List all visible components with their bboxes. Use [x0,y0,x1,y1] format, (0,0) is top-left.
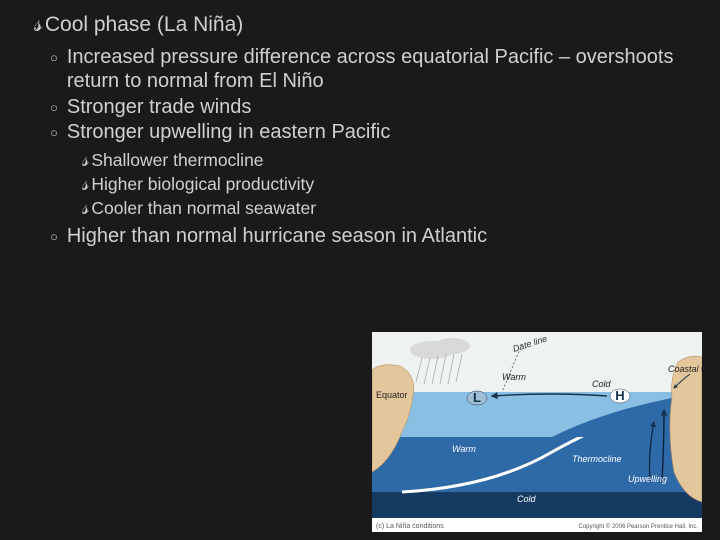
list-item: ○ Stronger upwelling in eastern Pacific [50,120,698,144]
equator-label: Equator [376,390,408,400]
warm-label-top: Warm [502,372,526,382]
thermocline-label: Thermocline [572,454,622,464]
circle-bullet-icon: ○ [50,50,58,66]
low-label: L [473,390,481,405]
cold-label-top: Cold [592,379,612,389]
script-bullet-icon: 𝓈 [82,148,89,172]
circle-bullet-icon: ○ [50,229,58,245]
coastal-wind-label: Coastal wind [668,364,702,374]
title-text: Cool phase (La Niña) [45,13,243,37]
diagram-svg: L H Equator Warm Col [372,332,702,532]
list-item: ○ Higher than normal hurricane season in… [50,224,698,248]
list-item-text: Higher than normal hurricane season in A… [67,224,698,248]
list-item-text: Cooler than normal seawater [91,198,316,219]
circle-bullet-icon: ○ [50,125,58,141]
high-label: H [615,388,624,403]
level2-group-a: ○ Increased pressure difference across e… [50,45,698,248]
list-item-text: Increased pressure difference across equ… [67,45,698,94]
list-item: 𝓈 Cooler than normal seawater [82,196,698,220]
diagram-sublabel: (c) La Niña conditions [376,523,444,530]
deep-water-rect [372,492,702,522]
list-item-text: Stronger upwelling in eastern Pacific [67,120,698,144]
list-item-text: Stronger trade winds [67,95,698,119]
script-bullet-icon: 𝓈 [82,196,89,220]
diagram-copyright: Copyright © 2006 Pearson Prentice Hall, … [579,524,698,530]
script-bullet-icon: 𝓈 [34,12,43,36]
list-item: 𝓈 Higher biological productivity [82,172,698,196]
list-item: ○ Increased pressure difference across e… [50,45,698,94]
title-line: 𝓈 Cool phase (La Niña) [34,12,698,37]
la-nina-diagram: L H Equator Warm Col [372,332,702,532]
circle-bullet-icon: ○ [50,100,58,116]
list-item-text: Higher biological productivity [91,174,314,195]
list-item: ○ Stronger trade winds [50,95,698,119]
warm-label-mid: Warm [452,444,476,454]
list-item-text: Shallower thermocline [91,150,263,171]
slide: 𝓈 Cool phase (La Niña) ○ Increased press… [0,0,720,540]
cloud [434,338,470,354]
level3-group: 𝓈 Shallower thermocline 𝓈 Higher biologi… [82,148,698,221]
upwelling-label: Upwelling [628,474,667,484]
script-bullet-icon: 𝓈 [82,172,89,196]
list-item: 𝓈 Shallower thermocline [82,148,698,172]
cold-label-mid: Cold [517,494,537,504]
